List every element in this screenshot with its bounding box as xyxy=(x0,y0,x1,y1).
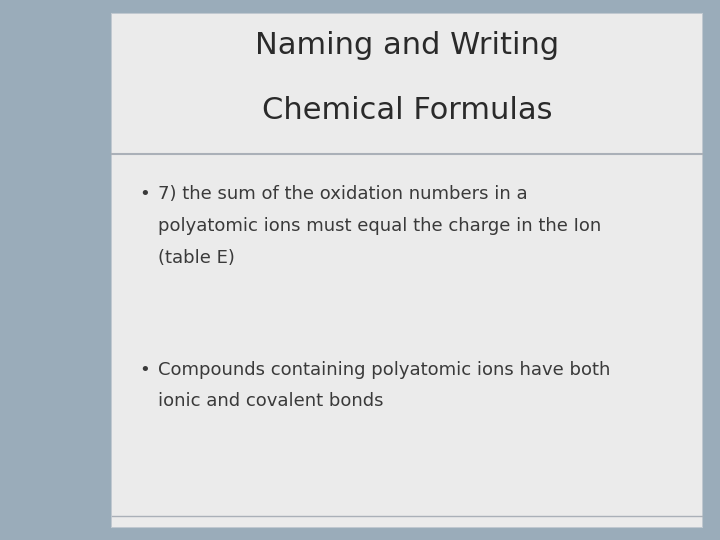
Text: 7) the sum of the oxidation numbers in a: 7) the sum of the oxidation numbers in a xyxy=(158,185,528,204)
Text: ionic and covalent bonds: ionic and covalent bonds xyxy=(158,393,384,410)
Text: Chemical Formulas: Chemical Formulas xyxy=(261,96,552,125)
Text: Naming and Writing: Naming and Writing xyxy=(255,31,559,60)
Text: Compounds containing polyatomic ions have both: Compounds containing polyatomic ions hav… xyxy=(158,361,611,379)
Bar xyxy=(112,14,702,154)
Text: •: • xyxy=(139,361,150,379)
Text: polyatomic ions must equal the charge in the Ion: polyatomic ions must equal the charge in… xyxy=(158,217,602,235)
Bar xyxy=(112,14,702,526)
Text: •: • xyxy=(139,185,150,204)
Text: (table E): (table E) xyxy=(158,248,235,267)
Bar xyxy=(112,154,702,526)
